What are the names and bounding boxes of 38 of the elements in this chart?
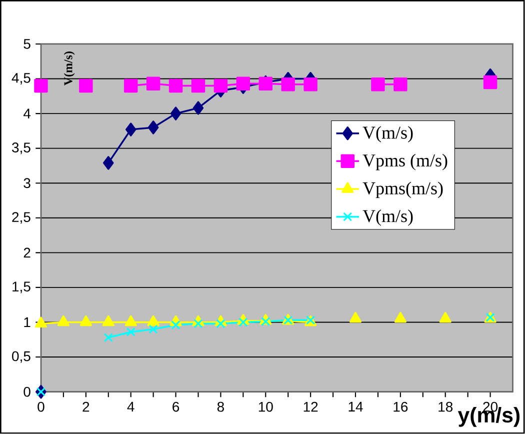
x-tick-label: 14 <box>348 402 363 412</box>
point <box>57 315 70 326</box>
legend-label: V(m/s) <box>362 210 413 226</box>
point <box>394 78 408 92</box>
x-tick-label: 4 <box>127 402 134 412</box>
y-tick-label: 0,5 <box>12 351 30 363</box>
y-tick-label: 2,5 <box>12 212 30 224</box>
point <box>394 312 406 323</box>
y-tick-label: 5 <box>24 39 30 49</box>
y-tick-label: 4 <box>23 108 31 118</box>
y-tick-label: 4,5 <box>12 73 30 85</box>
x-tick-label: 0 <box>38 402 44 412</box>
y-axis-title: V(m/s) <box>64 52 75 86</box>
point <box>34 78 48 93</box>
x-tick-label: 6 <box>172 402 180 412</box>
y-tick-label: 2 <box>24 248 30 258</box>
legend-label: Vpms (m/s) <box>362 154 448 170</box>
point <box>439 312 452 323</box>
x-tick-label: 8 <box>217 402 224 412</box>
point <box>80 315 92 326</box>
x-tick-label: 2 <box>82 402 90 412</box>
y-tick-label: 1,5 <box>12 282 30 294</box>
point <box>79 78 93 93</box>
y-tick-label: 3,5 <box>12 142 30 154</box>
legend-label: Vpms(m/s) <box>362 182 443 198</box>
x-tick-label: 18 <box>438 402 453 412</box>
point <box>34 316 48 328</box>
x-tick-label: 12 <box>304 402 318 412</box>
point <box>36 387 46 396</box>
point <box>483 75 498 90</box>
y-tick-label: 1 <box>24 318 30 328</box>
legend-label: V(m/s) <box>362 126 413 143</box>
point <box>371 78 385 92</box>
x-tick-label: 16 <box>394 402 408 412</box>
point <box>349 312 362 323</box>
y-tick-label: 0 <box>24 386 30 397</box>
y-tick-label: 3 <box>24 178 30 188</box>
x-tick-label: 10 <box>258 402 273 412</box>
